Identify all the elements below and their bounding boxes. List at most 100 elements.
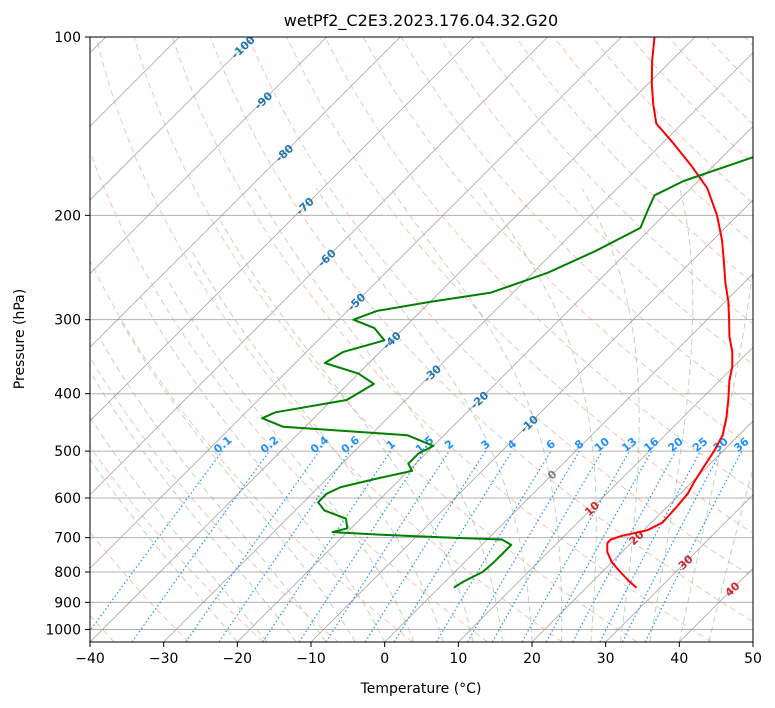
dry-adiabat-line (706, 37, 753, 86)
y-tick-label: 100 (54, 30, 81, 46)
dry-adiabat-line (286, 37, 753, 534)
chart-title: wetPf2_C2E3.2023.176.04.32.G20 (284, 11, 558, 31)
mixing-ratio-label: 4 (505, 437, 519, 452)
isotherm-line (752, 641, 753, 642)
dry-adiabat-line (744, 37, 753, 47)
isotherm-line (90, 37, 327, 275)
mixing-ratio-line (364, 450, 486, 642)
moist-adiabat-line (140, 297, 386, 642)
y-tick-label: 200 (54, 208, 81, 224)
dry-adiabat-line (210, 37, 753, 623)
mixing-ratio-label: 20 (666, 435, 686, 455)
mixing-ratio-line (545, 450, 653, 642)
y-tick-label: 300 (54, 313, 81, 329)
mixing-ratio-line (218, 450, 351, 642)
moist-adiabat-line (708, 466, 753, 642)
y-tick-label: 900 (54, 595, 81, 611)
y-tick-label: 500 (54, 444, 81, 460)
dry-adiabat-line (133, 37, 638, 642)
mixing-ratio-line (131, 450, 270, 642)
x-tick-label: −30 (149, 651, 179, 667)
isotherm-label: -50 (345, 291, 369, 314)
mixing-ratio-label: 0.6 (339, 433, 363, 456)
y-tick-label: 800 (54, 565, 81, 581)
mixing-ratio-label: 0.4 (308, 433, 332, 456)
mixing-ratio-line (572, 450, 677, 642)
isotherm-label: 30 (676, 552, 696, 572)
isotherm-line (90, 37, 401, 348)
mixing-ratio-line (90, 450, 223, 632)
moist-adiabat-line (315, 187, 533, 642)
mixing-ratio-line (325, 450, 450, 642)
mixing-ratio-line (298, 450, 425, 642)
isotherm-line (163, 52, 753, 642)
dry-adiabat-line (591, 37, 753, 204)
isotherm-line (237, 125, 753, 642)
dry-adiabat-line (90, 150, 488, 642)
x-tick-label: 10 (449, 651, 467, 667)
moist-adiabat-line (649, 188, 694, 642)
isotherm-line (310, 199, 753, 642)
y-tick-label: 1000 (45, 622, 81, 638)
dry-adiabat-line (90, 259, 414, 642)
x-tick-label: 0 (380, 651, 389, 667)
mixing-ratio-line (262, 450, 392, 642)
dry-adiabat-line (553, 37, 753, 244)
moist-adiabat-line (165, 277, 415, 642)
temperature-profile-line (606, 37, 734, 589)
moist-adiabat-line (191, 251, 445, 642)
x-tick-label: −40 (75, 651, 105, 667)
isotherm-line (679, 567, 753, 642)
mixing-ratio-label: 16 (641, 435, 661, 455)
dry-adiabat-line (668, 37, 753, 125)
x-axis-label: Temperature (°C) (360, 681, 482, 697)
mixing-ratio-line (185, 450, 320, 642)
x-tick-label: 40 (670, 651, 688, 667)
moist-adiabat-line (90, 370, 297, 642)
y-tick-label: 700 (54, 531, 81, 547)
dry-adiabat-line (171, 37, 712, 642)
isotherm-line (531, 420, 753, 642)
mixing-ratio-label: 25 (690, 435, 710, 455)
plot-area: 0.1 0.2 0.4 0.6 1 1.5 2 3 4 6 8 10 13 16 20 25 30 36-100-… (90, 37, 753, 642)
isotherm-label: -10 (518, 413, 542, 436)
isotherm-label: -60 (315, 246, 339, 269)
y-axis: 100 200 300 400 500 600 700 800 900 1000 (45, 30, 90, 638)
dry-adiabat-line (90, 445, 264, 642)
isotherm-line (90, 37, 475, 422)
isotherm-label: 40 (723, 579, 743, 599)
x-tick-label: 30 (597, 651, 615, 667)
x-tick-label: −10 (296, 651, 326, 667)
mixing-ratio-line (466, 450, 580, 642)
moist-adiabat-line (220, 221, 474, 642)
y-tick-label: 600 (54, 491, 81, 507)
mixing-ratio-label: 36 (731, 435, 751, 455)
moist-adiabat-line (581, 187, 640, 642)
moist-adiabat-line (100, 340, 327, 642)
mixing-ratio-line (644, 450, 743, 642)
mixing-ratio-label: 3 (478, 437, 492, 452)
mixing-ratio-line (599, 450, 702, 642)
dry-adiabat-line (90, 356, 339, 642)
dewpoint-profile-line (261, 156, 753, 589)
moist-adiabat-line (119, 319, 356, 642)
mixing-ratio-label: 6 (544, 437, 558, 452)
isotherm-line (90, 37, 254, 201)
isotherm-line (90, 37, 548, 496)
moist-adiabat-line (254, 187, 503, 642)
moist-adiabat-line (390, 187, 563, 642)
isotherm-label: -80 (273, 142, 297, 165)
isotherm-label: -90 (252, 89, 276, 112)
moist-adiabat-line (90, 458, 238, 642)
dry-adiabat-line (95, 37, 563, 642)
moist-adiabat-line (90, 416, 268, 642)
x-tick-label: 50 (744, 651, 762, 667)
isotherm-label: -20 (468, 389, 492, 412)
dry-adiabat-line (248, 37, 753, 578)
isotherm-line (90, 37, 696, 642)
mixing-ratio-label: 0.1 (211, 434, 234, 456)
dry-adiabat-line (90, 531, 190, 642)
mixing-ratio-label: 13 (619, 435, 639, 455)
isotherm-label: 0 (545, 467, 560, 482)
mixing-ratio-line (393, 450, 513, 642)
